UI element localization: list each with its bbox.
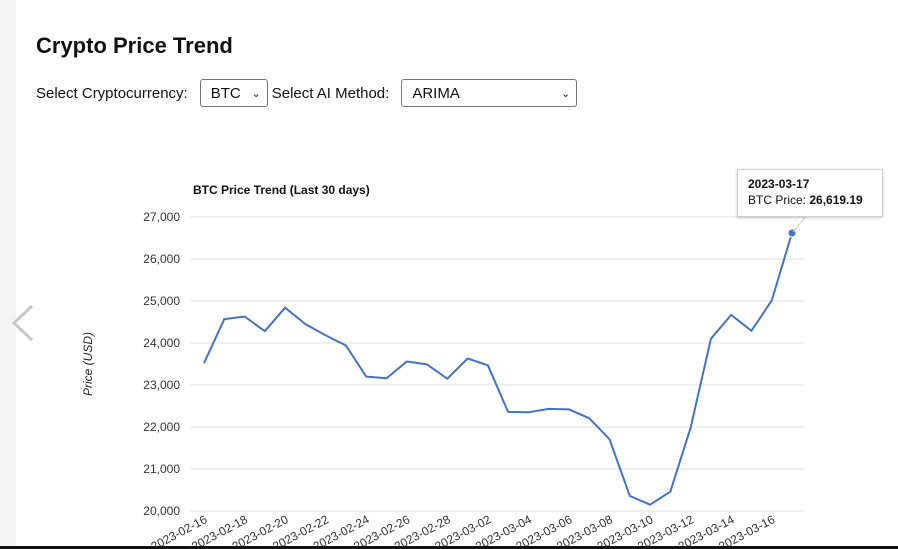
tooltip-value: 26,619.19	[809, 193, 863, 207]
method-select-label: Select AI Method:	[271, 84, 390, 102]
series-line	[203, 232, 793, 506]
y-tick-label: 22,000	[143, 420, 180, 434]
y-axis-ticks: 20,000 21,000 22,000 23,000 24,000 25,000 26,0…	[143, 210, 180, 518]
tooltip-date: 2023-03-17	[748, 177, 810, 191]
page-title: Crypto Price Trend	[36, 33, 233, 58]
series-layer	[203, 228, 797, 506]
chart-tooltip: 2023-03-17 BTC Price: 26,619.19	[737, 169, 883, 217]
x-axis-ticks: 2023-02-162023-02-182023-02-202023-02-22…	[149, 512, 778, 549]
tooltip-pointer	[792, 215, 807, 233]
method-select-value: ARIMA	[412, 84, 460, 102]
y-tick-label: 24,000	[143, 336, 180, 350]
method-select[interactable]: ARIMA ⌄	[401, 79, 578, 107]
page-panel: Crypto Price Trend Select Cryptocurrency…	[16, 0, 898, 549]
y-tick-label: 27,000	[143, 210, 180, 224]
tooltip-label: BTC Price:	[748, 193, 810, 207]
y-tick-label: 25,000	[143, 294, 180, 308]
chevron-down-icon: ⌄	[251, 87, 261, 100]
crypto-select-value: BTC	[210, 84, 241, 102]
y-tick-label: 26,000	[143, 252, 180, 266]
chevron-left-icon[interactable]	[8, 302, 38, 344]
chart-title: BTC Price Trend (Last 30 days)	[193, 183, 370, 197]
crypto-select-label: Select Cryptocurrency:	[36, 84, 188, 102]
y-tick-label: 20,000	[143, 504, 180, 518]
bottom-border	[0, 546, 898, 549]
y-tick-label: 23,000	[143, 378, 180, 392]
controls-bar: Select Cryptocurrency: BTC ⌄ Select AI M…	[36, 78, 578, 108]
grid-lines	[190, 216, 804, 512]
y-tick-label: 21,000	[143, 462, 180, 476]
chevron-down-icon: ⌄	[561, 87, 571, 100]
y-axis-title: Price (USD)	[81, 332, 95, 396]
crypto-select[interactable]: BTC ⌄	[199, 79, 268, 107]
